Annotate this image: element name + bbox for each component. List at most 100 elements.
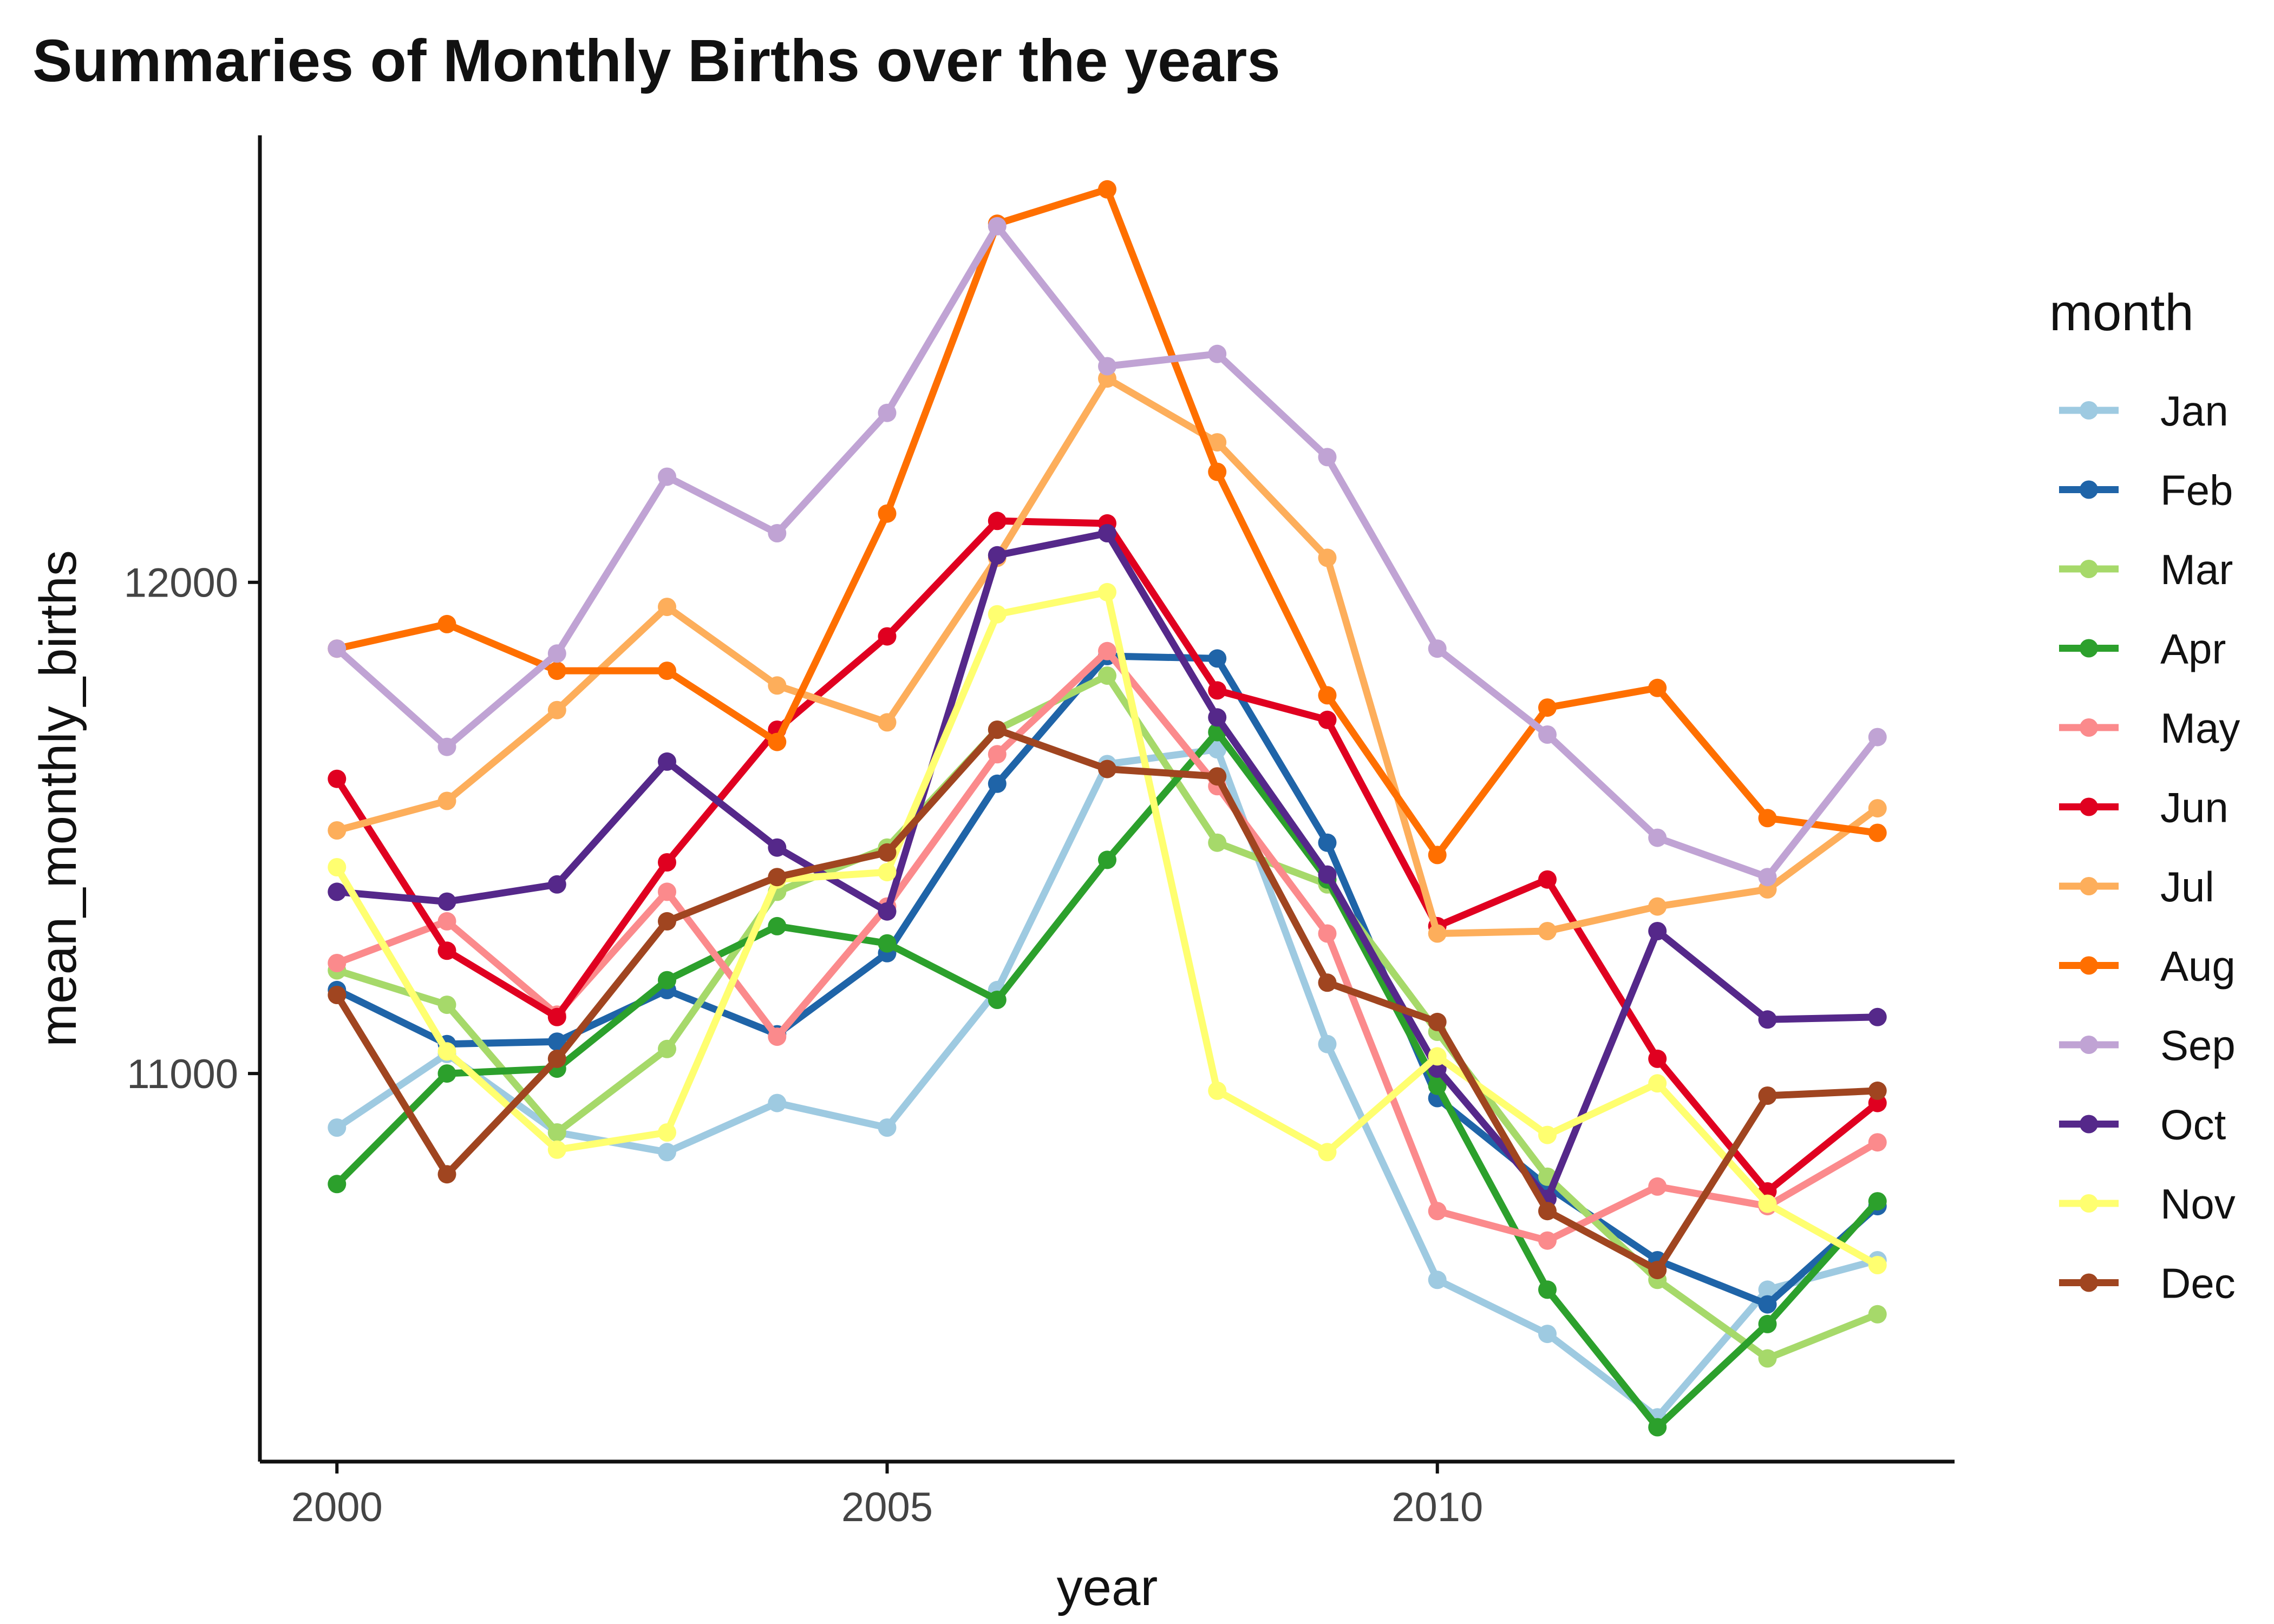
data-point-apr xyxy=(658,971,676,990)
data-point-sep xyxy=(768,524,787,542)
legend-item-mar: Mar xyxy=(2059,546,2233,593)
data-point-may xyxy=(1538,1231,1557,1250)
data-point-feb xyxy=(547,1032,566,1051)
series-line-feb xyxy=(333,652,1881,1308)
data-point-mar xyxy=(1098,666,1116,685)
data-point-dec xyxy=(878,843,897,862)
data-point-mar xyxy=(547,1123,566,1142)
data-point-may xyxy=(988,745,1007,764)
data-point-jun xyxy=(878,627,897,646)
data-point-feb xyxy=(988,774,1007,793)
legend-key-point xyxy=(2080,1036,2098,1054)
data-point-oct xyxy=(988,546,1007,565)
data-point-sep xyxy=(1538,725,1557,744)
data-point-dec xyxy=(1538,1202,1557,1221)
legend-label-feb: Feb xyxy=(2160,467,2233,514)
data-point-jun xyxy=(1648,1049,1667,1068)
data-point-jul xyxy=(328,821,347,840)
data-point-dec xyxy=(437,1165,456,1184)
data-point-nov xyxy=(1648,1074,1667,1093)
data-point-dec xyxy=(1758,1086,1777,1105)
series-sep xyxy=(328,217,1887,887)
data-point-sep xyxy=(1428,639,1447,658)
axes xyxy=(258,135,1955,1464)
data-point-mar xyxy=(437,996,456,1014)
data-point-nov xyxy=(658,1123,676,1142)
legend-item-nov: Nov xyxy=(2059,1180,2236,1228)
y-tick-label: 11000 xyxy=(127,1051,238,1097)
data-point-jul xyxy=(1428,924,1447,943)
data-point-jul xyxy=(547,700,566,719)
series-line-sep xyxy=(333,222,1881,881)
data-point-aug xyxy=(768,732,787,751)
data-point-apr xyxy=(1098,850,1116,869)
data-point-jun xyxy=(437,941,456,960)
data-point-apr xyxy=(1758,1314,1777,1333)
data-point-sep xyxy=(1208,344,1227,363)
legend: month Jan Feb Mar Apr May Jun Jul Aug Sep Oct Nov D… xyxy=(2049,284,2240,1307)
data-point-may xyxy=(1868,1133,1887,1152)
legend-label-apr: Apr xyxy=(2160,625,2226,673)
data-point-oct xyxy=(878,902,897,921)
series-line-jan xyxy=(333,745,1881,1421)
legend-item-jul: Jul xyxy=(2059,863,2214,911)
legend-label-oct: Oct xyxy=(2160,1101,2226,1149)
legend-key-point xyxy=(2080,401,2098,420)
data-point-jun xyxy=(547,1007,566,1026)
legend-label-mar: Mar xyxy=(2160,546,2233,593)
data-point-jul xyxy=(1538,922,1557,940)
data-point-sep xyxy=(658,467,676,486)
data-point-oct xyxy=(1648,922,1667,940)
data-point-nov xyxy=(1208,1081,1227,1100)
data-point-jul xyxy=(1868,799,1887,818)
data-point-feb xyxy=(1318,833,1337,852)
series-dec xyxy=(328,721,1887,1280)
legend-key-point xyxy=(2080,1273,2098,1292)
chart-title: Summaries of Monthly Births over the yea… xyxy=(32,28,1280,94)
data-point-jan xyxy=(878,1118,897,1137)
data-point-jan xyxy=(1758,1280,1777,1299)
data-point-aug xyxy=(1648,678,1667,697)
data-point-nov xyxy=(547,1140,566,1159)
data-point-jul xyxy=(1318,548,1337,567)
data-point-sep xyxy=(988,217,1007,235)
data-point-dec xyxy=(1318,973,1337,992)
data-point-apr xyxy=(437,1064,456,1083)
data-point-aug xyxy=(1318,686,1337,705)
series-group xyxy=(328,180,1887,1437)
data-point-dec xyxy=(1208,767,1227,786)
data-point-nov xyxy=(1538,1125,1557,1144)
data-point-apr xyxy=(878,934,897,953)
series-line-apr xyxy=(333,729,1881,1431)
legend-key-point xyxy=(2080,480,2098,499)
legend-item-sep: Sep xyxy=(2059,1021,2236,1069)
data-point-jan xyxy=(1428,1271,1447,1289)
data-point-sep xyxy=(437,737,456,756)
legend-label-aug: Aug xyxy=(2160,942,2236,990)
series-apr xyxy=(328,723,1887,1437)
legend-label-jun: Jun xyxy=(2160,784,2229,831)
data-point-may xyxy=(1318,924,1337,943)
data-point-sep xyxy=(1758,868,1777,887)
legend-item-apr: Apr xyxy=(2059,625,2226,673)
data-point-dec xyxy=(988,721,1007,739)
data-point-sep xyxy=(878,403,897,422)
data-point-apr xyxy=(1648,1418,1667,1437)
data-point-sep xyxy=(1098,357,1116,376)
data-point-aug xyxy=(658,662,676,680)
legend-label-may: May xyxy=(2160,704,2240,752)
data-point-mar xyxy=(1868,1305,1887,1324)
x-axis-title: year xyxy=(1057,1558,1158,1616)
series-oct xyxy=(328,524,1887,1208)
data-point-may xyxy=(328,954,347,972)
data-point-oct xyxy=(1868,1007,1887,1026)
data-point-jan xyxy=(768,1093,787,1112)
data-point-sep xyxy=(1648,828,1667,847)
data-point-may xyxy=(768,1027,787,1046)
data-point-nov xyxy=(1428,1047,1447,1066)
data-point-dec xyxy=(768,868,787,887)
legend-label-jan: Jan xyxy=(2160,387,2229,435)
data-point-jul xyxy=(878,713,897,732)
legend-item-aug: Aug xyxy=(2059,942,2236,990)
